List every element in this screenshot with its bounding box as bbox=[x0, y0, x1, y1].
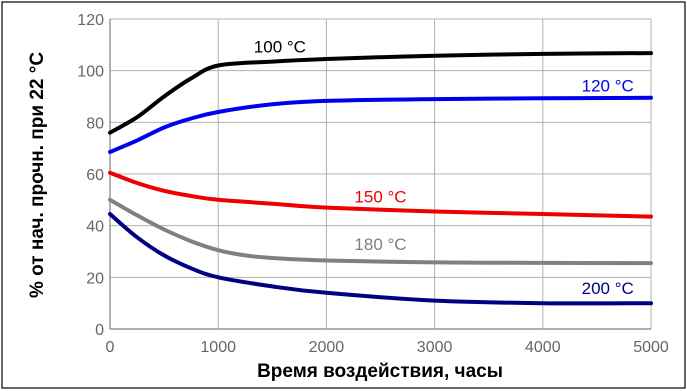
x-tick-label: 2000 bbox=[309, 339, 345, 356]
series-line-150c bbox=[108, 170, 653, 219]
series-label-200c: 200 °C bbox=[582, 279, 634, 298]
y-tick-label: 40 bbox=[86, 219, 104, 236]
x-tick-label: 4000 bbox=[525, 339, 561, 356]
y-tick-label: 60 bbox=[86, 167, 104, 184]
series-label-100c: 100 °C bbox=[254, 38, 306, 57]
y-tick-label: 0 bbox=[95, 322, 104, 339]
series-label-120c: 120 °C bbox=[582, 76, 634, 95]
tick-labels: 0 20 40 60 80 100 120 0 1000 2000 3000 4000 5000 bbox=[77, 12, 669, 356]
x-tick-label: 0 bbox=[106, 339, 115, 356]
x-axis-title: Время воздействия, часы bbox=[257, 361, 503, 382]
x-tick-label: 3000 bbox=[417, 339, 453, 356]
x-tick-label: 1000 bbox=[200, 339, 236, 356]
series-line-120c bbox=[108, 95, 653, 154]
y-tick-label: 120 bbox=[77, 12, 104, 29]
series-line-180c bbox=[108, 197, 653, 266]
y-tick-label: 20 bbox=[86, 270, 104, 287]
y-axis-title: % от нач. прочн. при 22 °C bbox=[27, 52, 48, 298]
series-label-150c: 150 °C bbox=[354, 187, 406, 206]
series-labels: 100 °C 120 °C 150 °C 180 °C 200 °C bbox=[254, 38, 634, 299]
series-line-200c bbox=[108, 212, 653, 306]
series-line-100c bbox=[108, 51, 653, 135]
x-tick-label: 5000 bbox=[633, 339, 669, 356]
series-label-180c: 180 °C bbox=[354, 235, 406, 254]
y-tick-label: 80 bbox=[86, 115, 104, 132]
y-tick-label: 100 bbox=[77, 64, 104, 81]
series-lines bbox=[108, 51, 653, 306]
